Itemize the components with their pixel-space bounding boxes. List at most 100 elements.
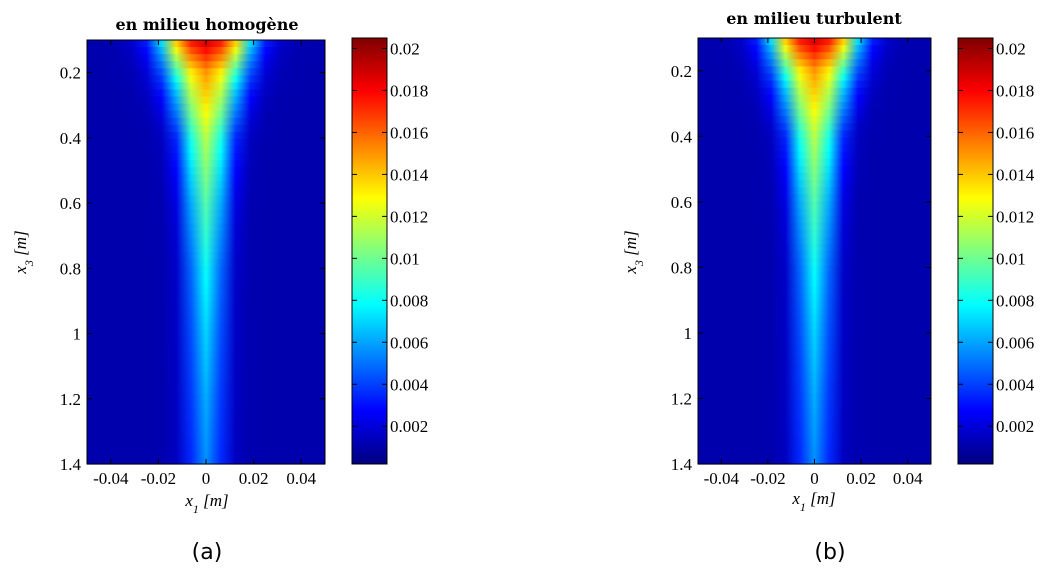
heatmap-row (698, 208, 931, 217)
heatmap-row (698, 307, 931, 316)
heatmap-row (698, 116, 931, 124)
heatmap-row (698, 286, 931, 295)
heatmap-row (87, 174, 325, 182)
y-tick-label: 1.2 (60, 390, 81, 409)
heatmap-row (87, 124, 325, 133)
colorbar-axis-a: 0.002 0.004 0.006 0.008 0.01 0.012 0.014 0.016 0… (352, 39, 429, 436)
y-tick-label: 1.4 (60, 455, 82, 474)
heatmap-row (87, 358, 325, 366)
x-tick-label: 0.04 (286, 469, 316, 488)
chart-panel-b: en milieu turbulent -0.04 -0.02 0 0.02 0.04 … (621, 9, 1035, 565)
heatmap-row (698, 187, 931, 195)
y-axis-b: 0.2 0.4 0.6 0.8 1 1.2 1.4 (671, 62, 931, 474)
heatmap-row (87, 336, 325, 345)
heatmap-row (87, 103, 325, 112)
heatmap-row (87, 188, 325, 197)
y-tick-label: 0.4 (671, 127, 693, 146)
colorbar-tick-label: 0.002 (390, 417, 428, 436)
heatmap-row (87, 428, 325, 437)
heatmap-row (698, 87, 931, 96)
heatmap-row (698, 435, 931, 444)
heatmap-row (698, 350, 931, 359)
heatmap-row (87, 89, 325, 98)
x-axis-a: -0.04 -0.02 0 0.02 0.04 (93, 40, 317, 488)
y-axis-label-b: x3 [m] (621, 230, 646, 274)
heatmap-row (698, 336, 931, 344)
heatmap-row (87, 131, 325, 140)
heatmap-row (87, 315, 325, 324)
heatmap-row (698, 251, 931, 259)
heatmap-row (698, 421, 931, 430)
chart-title-b: en milieu turbulent (726, 9, 902, 28)
y-tick-label: 0.2 (671, 62, 692, 81)
heatmap-row (698, 158, 931, 167)
heatmap-row (87, 350, 325, 359)
colorbar-frame-b (957, 37, 994, 465)
heatmap-row (87, 273, 325, 281)
heatmap-row (87, 68, 325, 76)
heatmap-row (698, 66, 931, 75)
colorbar-tick-label: 0.016 (390, 123, 428, 142)
x-tick-label: 0 (202, 469, 211, 488)
y-tick-label: 1 (684, 324, 693, 343)
heatmap-row (87, 449, 325, 458)
heatmap-row (87, 216, 325, 225)
heatmap-row (87, 244, 325, 253)
heatmap-row (87, 96, 325, 105)
y-tick-label: 0.6 (60, 194, 81, 213)
heatmap-row (87, 47, 325, 55)
colorbar-a (352, 38, 387, 464)
colorbar-tick-label: 0.018 (996, 81, 1034, 100)
heatmap-row (87, 223, 325, 232)
y-tick-label: 1.2 (671, 389, 692, 408)
heatmap-row (698, 80, 931, 89)
caption-a: (a) (192, 540, 223, 565)
heatmap-row (87, 82, 325, 91)
heatmap-row (698, 378, 931, 387)
y-tick-label: 0.6 (671, 193, 692, 212)
heatmap-row (87, 329, 325, 338)
heatmap-row (87, 209, 325, 218)
heatmap-row (87, 230, 325, 239)
colorbar-tick-label: 0.012 (390, 207, 428, 226)
y-tick-label: 0.8 (671, 258, 692, 277)
heatmap-row (698, 172, 931, 181)
heatmap-row (87, 167, 325, 175)
heatmap-row (87, 421, 325, 430)
y-tick-label: 0.2 (60, 64, 81, 83)
colorbar-tick-label: 0.002 (996, 417, 1034, 436)
colorbar-tick-label: 0.014 (390, 165, 429, 184)
heatmap-row (87, 435, 325, 444)
heatmap-row (87, 259, 325, 267)
colorbar-tick-label: 0.02 (996, 39, 1026, 58)
heatmap-row (698, 265, 931, 273)
chart-title-a: en milieu homogène (115, 15, 298, 34)
colorbar-b (958, 38, 993, 464)
heatmap-row (87, 393, 325, 401)
colorbar-tick-label: 0.018 (390, 81, 428, 100)
heatmap-row (698, 322, 931, 330)
heatmap-row (698, 371, 931, 380)
heatmap-row (698, 243, 931, 252)
heatmap-row (87, 379, 325, 387)
heatmap-row (698, 314, 931, 323)
x-tick-label: -0.02 (141, 469, 176, 488)
heatmap-row (698, 73, 931, 82)
heatmap-row (698, 123, 931, 131)
heatmap-row (87, 252, 325, 260)
heatmap-row (87, 160, 325, 168)
x-tick-label: 0.04 (893, 469, 923, 488)
heatmap-row (87, 280, 325, 288)
heatmap-row (698, 201, 931, 209)
y-tick-label: 1.4 (671, 455, 693, 474)
heatmap-row (87, 414, 325, 423)
heatmap-row (698, 364, 931, 373)
heatmap-row (87, 322, 325, 331)
colorbar-tick-label: 0.014 (996, 165, 1035, 184)
heatmap-a (87, 40, 325, 465)
heatmap-row (698, 272, 931, 280)
heatmap-row (698, 300, 931, 309)
heatmap-row (698, 279, 931, 288)
heatmap-row (87, 75, 325, 83)
